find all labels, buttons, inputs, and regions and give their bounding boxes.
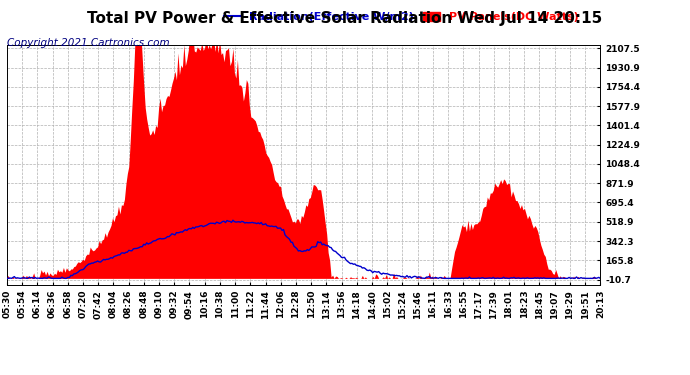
Legend: Radiation(Effective W/m2), PV Panels(DC Watts): Radiation(Effective W/m2), PV Panels(DC … xyxy=(219,8,583,27)
Text: Copyright 2021 Cartronics.com: Copyright 2021 Cartronics.com xyxy=(7,38,170,48)
Text: Total PV Power & Effective Solar Radiation Wed Jul 14 20:15: Total PV Power & Effective Solar Radiati… xyxy=(88,11,602,26)
